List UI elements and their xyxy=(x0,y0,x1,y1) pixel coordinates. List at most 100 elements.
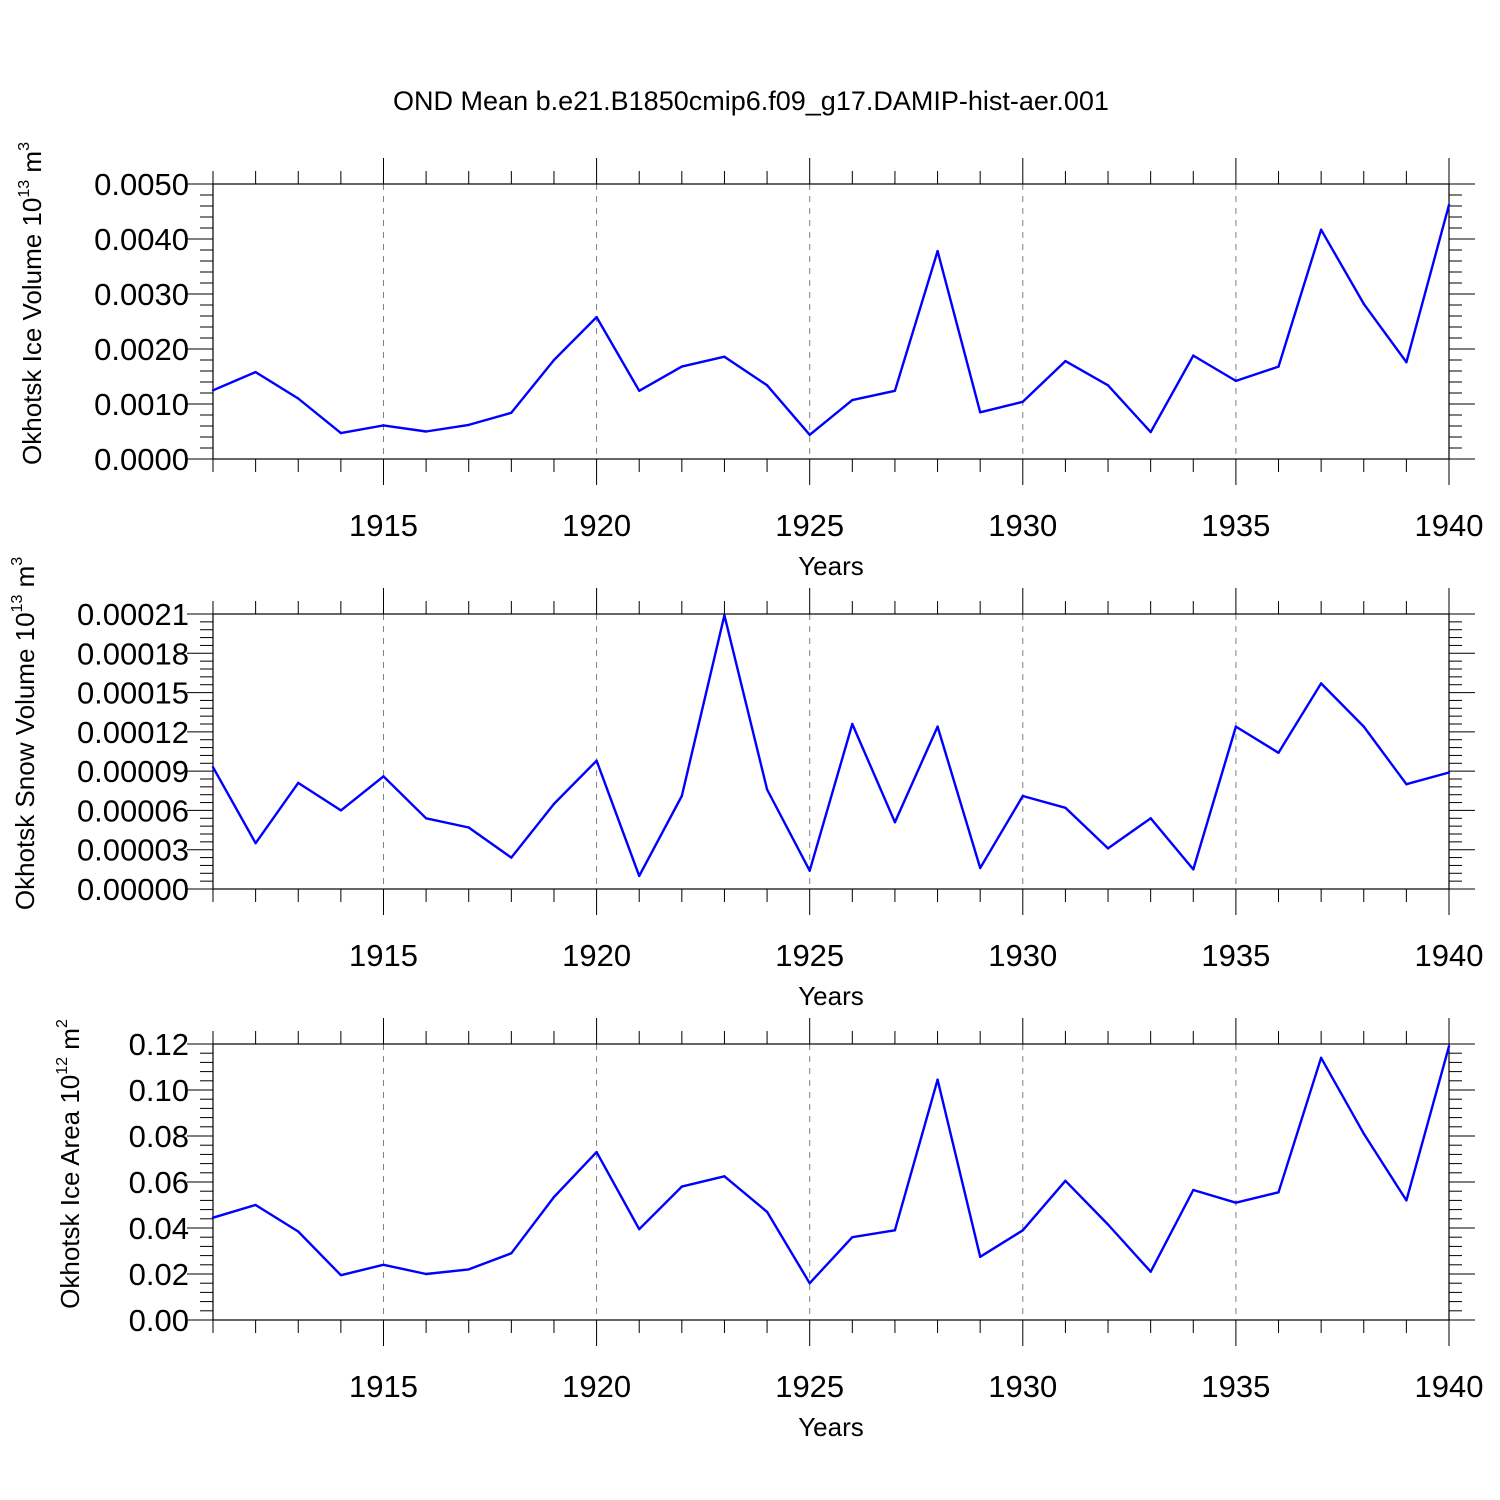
x-tick-label: 1930 xyxy=(988,508,1057,543)
data-point xyxy=(211,389,215,392)
data-point xyxy=(211,766,215,769)
data-point xyxy=(254,370,257,374)
data-point xyxy=(851,1236,854,1239)
chart-panel-3: 0.00 0.02 0.04 0.06 0.08 0.10 0.12 1915 1920 1925… xyxy=(54,1018,1483,1442)
y-tick-label: 0.08 xyxy=(129,1119,189,1154)
data-point xyxy=(1106,384,1110,387)
y-tick-label: 0.00018 xyxy=(77,636,189,671)
y-tick-label: 0.0050 xyxy=(94,167,189,202)
x-axis-title: Years xyxy=(798,551,864,581)
data-point xyxy=(808,433,811,436)
data-point xyxy=(382,775,385,778)
data-point xyxy=(1021,400,1024,403)
data-point xyxy=(424,1272,428,1276)
x-tick-label: 1915 xyxy=(349,938,418,973)
data-point xyxy=(339,431,343,435)
data-point xyxy=(424,817,428,820)
data-point xyxy=(1277,1191,1280,1194)
chart-panel-2: 0.00000 0.00003 0.00006 0.00009 0.00012 0.000… xyxy=(9,557,1483,1011)
data-point xyxy=(382,1263,385,1267)
data-point xyxy=(1021,1229,1024,1232)
data-point xyxy=(1106,847,1110,850)
plot-frame xyxy=(212,183,1450,460)
data-point xyxy=(510,1252,513,1255)
y-tick-label: 0.00003 xyxy=(77,833,189,868)
data-point xyxy=(595,759,598,762)
data-point xyxy=(424,430,428,433)
y-tick-label: 0.0030 xyxy=(94,277,189,312)
y-tick-label: 0.0020 xyxy=(94,332,189,367)
y-tick-label: 0.0010 xyxy=(94,387,189,422)
data-point xyxy=(1362,302,1365,306)
data-point xyxy=(765,384,769,387)
data-point xyxy=(211,1216,215,1219)
data-point xyxy=(1064,359,1067,363)
y-tick-label: 0.00021 xyxy=(77,597,189,632)
x-tick-label: 1920 xyxy=(562,938,631,973)
data-point xyxy=(893,1229,897,1232)
y-tick-label: 0.02 xyxy=(129,1257,189,1292)
data-point xyxy=(1362,1132,1365,1135)
y-tick-label: 0.10 xyxy=(129,1073,189,1108)
chart-panel-1: 0.0000 0.0010 0.0020 0.0030 0.0040 0.0050 1915… xyxy=(16,142,1483,581)
data-point xyxy=(1234,725,1238,728)
data-point xyxy=(680,365,684,368)
data-point xyxy=(638,1227,641,1231)
x-tick-label: 1920 xyxy=(562,508,631,543)
series-line xyxy=(212,1045,1451,1285)
data-point xyxy=(1149,1270,1152,1273)
data-point xyxy=(1192,868,1195,871)
data-point xyxy=(808,1282,811,1285)
data-point xyxy=(936,725,939,728)
y-axis-title: Okhotsk Snow Volume 1013 m3 xyxy=(9,557,40,910)
data-point xyxy=(1234,379,1238,383)
data-point xyxy=(893,821,897,824)
data-point xyxy=(467,1268,470,1271)
data-point xyxy=(638,389,641,392)
data-point xyxy=(467,423,470,427)
x-tick-label: 1915 xyxy=(349,1369,418,1404)
data-point xyxy=(382,424,385,427)
data-point xyxy=(254,841,257,845)
y-tick-label: 0.00006 xyxy=(77,793,189,828)
x-tick-label: 1940 xyxy=(1415,1369,1484,1404)
x-tick-label: 1930 xyxy=(988,938,1057,973)
data-point xyxy=(1319,1056,1323,1060)
data-point xyxy=(851,722,854,726)
data-point xyxy=(1149,430,1152,434)
y-tick-label: 0.0000 xyxy=(94,442,189,477)
x-tick-label: 1935 xyxy=(1201,508,1270,543)
data-point xyxy=(1405,783,1408,786)
data-point xyxy=(680,1185,684,1188)
data-point xyxy=(552,358,556,362)
data-point xyxy=(808,869,811,872)
data-point xyxy=(765,788,769,791)
y-axis-title: Okhotsk Ice Area 1012 m2 xyxy=(54,1019,85,1309)
x-axis-title: Years xyxy=(798,981,864,1011)
data-point xyxy=(638,874,641,878)
data-point xyxy=(1447,203,1451,207)
x-tick-label: 1925 xyxy=(775,1369,844,1404)
data-point xyxy=(978,1255,982,1258)
data-point xyxy=(1234,1201,1238,1204)
y-tick-label: 0.06 xyxy=(129,1165,189,1200)
x-tick-label: 1935 xyxy=(1201,1369,1270,1404)
data-point xyxy=(723,614,726,617)
data-point xyxy=(893,389,897,392)
data-point xyxy=(765,1210,769,1214)
data-point xyxy=(1447,771,1451,774)
data-point xyxy=(936,1078,939,1081)
y-tick-label: 0.00 xyxy=(129,1303,189,1338)
data-point xyxy=(1405,1199,1408,1202)
y-tick-label: 0.00000 xyxy=(77,872,189,907)
x-tick-label: 1930 xyxy=(988,1369,1057,1404)
data-point xyxy=(339,1273,343,1277)
data-point xyxy=(254,1203,257,1207)
plot-frame xyxy=(212,1043,1450,1321)
data-point xyxy=(1319,682,1323,685)
data-point xyxy=(467,826,470,829)
data-point xyxy=(1319,228,1323,231)
series-line xyxy=(212,204,1451,436)
data-point xyxy=(978,866,982,870)
